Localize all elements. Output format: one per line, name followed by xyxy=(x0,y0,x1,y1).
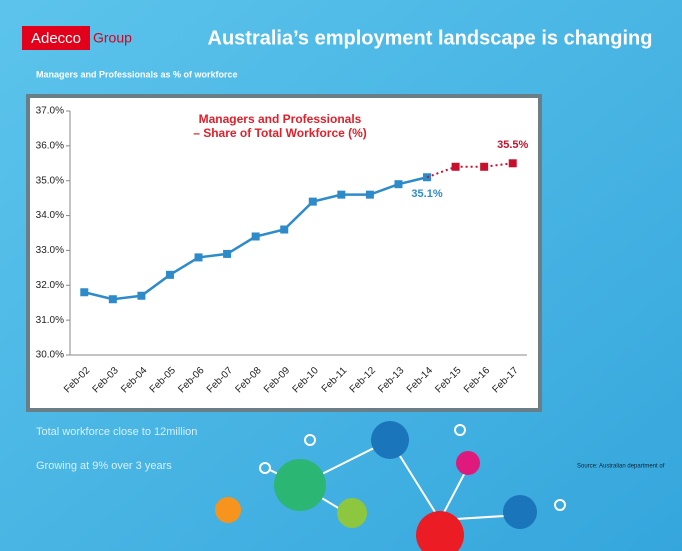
icon xyxy=(337,498,367,528)
source: Source: Australian department of xyxy=(577,464,665,470)
marker xyxy=(366,191,374,199)
marker xyxy=(309,198,317,206)
slide-title: Australia’s employment landscape is chan… xyxy=(208,27,653,49)
subtitle: Managers and Professionals as % of workf… xyxy=(36,69,238,79)
y-tick-label: 31.0% xyxy=(36,315,64,326)
marker xyxy=(166,271,174,279)
logo-suffix: Group xyxy=(93,30,132,46)
y-tick-label: 32.0% xyxy=(36,280,64,291)
bullet: Total workforce close to 12million xyxy=(36,426,197,438)
slide: Adecco Group Australia’s employment land… xyxy=(0,0,682,551)
marker xyxy=(509,159,517,167)
y-tick-label: 35.0% xyxy=(36,175,64,186)
icon xyxy=(503,495,537,529)
y-tick-label: 36.0% xyxy=(36,140,64,151)
icon xyxy=(456,451,480,475)
marker xyxy=(394,180,402,188)
y-tick-label: 30.0% xyxy=(36,350,64,361)
chart-frame xyxy=(28,96,540,410)
marker xyxy=(195,253,203,261)
icon xyxy=(371,421,409,459)
marker xyxy=(109,295,117,303)
chart-title: Managers and Professionals xyxy=(199,112,362,126)
marker xyxy=(223,250,231,258)
data-label: 35.1% xyxy=(411,188,442,200)
y-tick-label: 34.0% xyxy=(36,210,64,221)
icon xyxy=(274,459,326,511)
marker xyxy=(337,191,345,199)
logo: Adecco xyxy=(31,30,81,47)
chart-title: – Share of Total Workforce (%) xyxy=(193,126,367,140)
marker xyxy=(137,292,145,300)
marker xyxy=(252,232,260,240)
marker xyxy=(280,226,288,234)
y-tick-label: 37.0% xyxy=(36,106,64,117)
bullet: Growing at 9% over 3 years xyxy=(36,460,172,472)
marker xyxy=(452,163,460,171)
y-tick-label: 33.0% xyxy=(36,245,64,256)
marker xyxy=(480,163,488,171)
slide-canvas: Adecco Group Australia’s employment land… xyxy=(0,0,682,551)
data-label: 35.5% xyxy=(497,139,528,151)
marker xyxy=(80,288,88,296)
icon xyxy=(215,497,241,523)
